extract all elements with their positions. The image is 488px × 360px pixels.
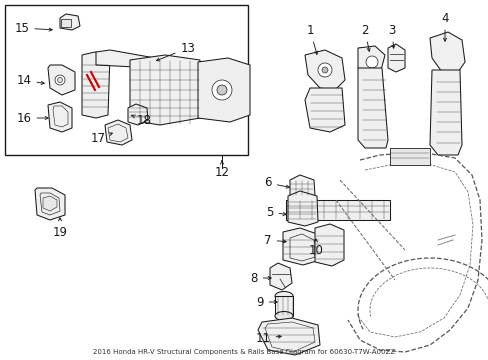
Polygon shape [105, 120, 132, 145]
Text: 15: 15 [15, 22, 52, 35]
Text: 11: 11 [255, 332, 281, 345]
Text: 7: 7 [264, 234, 285, 247]
Text: 13: 13 [156, 41, 195, 61]
Circle shape [321, 67, 327, 73]
Polygon shape [82, 52, 110, 118]
Polygon shape [287, 191, 317, 226]
Polygon shape [130, 55, 200, 125]
Polygon shape [314, 224, 343, 266]
Circle shape [212, 80, 231, 100]
Text: 2016 Honda HR-V Structural Components & Rails Base Diagram for 60630-T7W-A00ZZ: 2016 Honda HR-V Structural Components & … [93, 349, 395, 355]
Text: 6: 6 [264, 176, 289, 189]
Text: 3: 3 [387, 23, 395, 48]
Polygon shape [387, 44, 404, 72]
Polygon shape [198, 58, 249, 122]
Circle shape [365, 56, 377, 68]
Polygon shape [305, 50, 345, 90]
Polygon shape [429, 70, 461, 155]
Text: 4: 4 [440, 12, 448, 41]
Ellipse shape [274, 311, 292, 320]
Polygon shape [35, 188, 65, 220]
Polygon shape [289, 175, 314, 200]
Bar [61, 19, 71, 27]
Text: 8: 8 [250, 271, 271, 284]
Circle shape [217, 85, 226, 95]
Polygon shape [283, 228, 319, 265]
Polygon shape [60, 14, 80, 30]
Polygon shape [43, 196, 57, 211]
Bar [274, 296, 292, 316]
Circle shape [58, 77, 62, 82]
Text: 17: 17 [90, 131, 112, 144]
Text: 10: 10 [308, 239, 323, 256]
Circle shape [55, 75, 65, 85]
Text: 1: 1 [305, 23, 317, 54]
Polygon shape [305, 88, 345, 132]
Polygon shape [96, 50, 155, 68]
Polygon shape [48, 102, 72, 132]
Polygon shape [357, 46, 384, 76]
Ellipse shape [274, 292, 292, 301]
Circle shape [317, 63, 331, 77]
Text: 14: 14 [17, 73, 44, 86]
Bar [5, 5, 247, 155]
Polygon shape [357, 68, 387, 148]
Text: 18: 18 [131, 113, 151, 126]
Text: 12: 12 [214, 161, 229, 180]
Text: 2: 2 [361, 23, 369, 51]
Text: 5: 5 [266, 206, 285, 219]
Polygon shape [269, 263, 291, 290]
Text: 19: 19 [52, 218, 67, 238]
Text: 9: 9 [256, 296, 277, 309]
Text: 16: 16 [17, 112, 48, 125]
Polygon shape [429, 32, 464, 75]
Polygon shape [258, 318, 319, 355]
Polygon shape [128, 104, 148, 125]
Polygon shape [285, 200, 389, 220]
Polygon shape [48, 65, 75, 95]
Polygon shape [389, 148, 429, 165]
